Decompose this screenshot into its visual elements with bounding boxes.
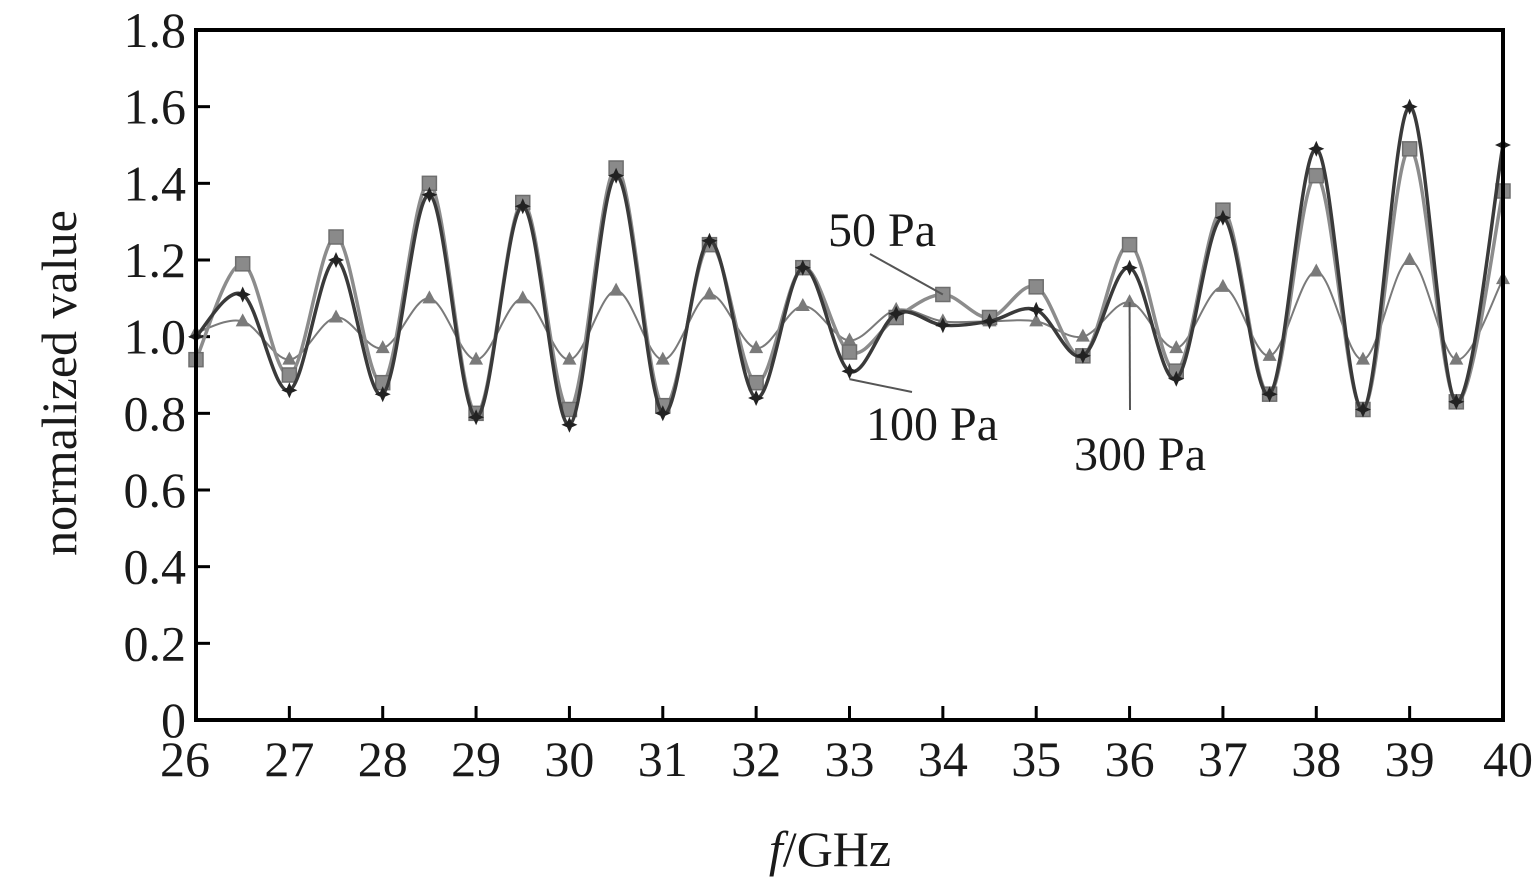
plot-frame bbox=[194, 28, 1505, 722]
data-point-star bbox=[888, 305, 905, 322]
y-tick-label: 0.6 bbox=[124, 462, 187, 518]
data-point-star bbox=[841, 363, 858, 380]
data-point-star bbox=[1448, 393, 1465, 410]
y-tick-label: 0.8 bbox=[124, 385, 187, 441]
y-tick-label: 1.6 bbox=[124, 79, 187, 135]
data-point-star bbox=[701, 232, 718, 249]
data-point-star bbox=[374, 386, 391, 403]
data-point-star bbox=[1168, 370, 1185, 387]
x-tick-label: 36 bbox=[1105, 731, 1155, 787]
annotation-leader-line bbox=[849, 378, 913, 393]
data-point-triangle bbox=[469, 351, 484, 365]
data-point-triangle bbox=[329, 309, 344, 323]
data-point-triangle bbox=[1122, 294, 1137, 308]
y-tick-label: 1.4 bbox=[124, 155, 187, 211]
data-point-triangle bbox=[375, 340, 390, 354]
series-layer bbox=[188, 98, 1511, 433]
data-point-triangle bbox=[515, 290, 530, 304]
x-axis-title: f/GHz bbox=[769, 821, 891, 877]
data-point-star bbox=[328, 252, 344, 268]
data-point-star bbox=[1121, 259, 1138, 276]
data-point-star bbox=[468, 409, 485, 426]
data-point-square bbox=[281, 367, 298, 383]
x-axis-ticks: 26 27 28 29 30 31 32 33 34 35 36 37 38 39 40 bbox=[160, 706, 1533, 787]
x-axis-title-unit: /GHz bbox=[783, 821, 891, 877]
data-point-triangle bbox=[655, 351, 670, 365]
y-tick-label: 0.2 bbox=[124, 615, 187, 671]
data-point-star bbox=[281, 382, 298, 399]
data-point-star bbox=[748, 390, 765, 406]
x-tick-label: 38 bbox=[1291, 731, 1341, 787]
data-point-triangle bbox=[235, 313, 250, 327]
data-point-star bbox=[981, 313, 998, 330]
data-point-square bbox=[748, 374, 764, 391]
x-tick-label: 37 bbox=[1198, 731, 1248, 787]
x-tick-label: 33 bbox=[825, 731, 875, 787]
x-tick-label: 30 bbox=[544, 731, 594, 787]
data-point-star bbox=[1401, 98, 1418, 115]
data-point-star bbox=[608, 167, 625, 184]
y-axis-title: normalized value bbox=[31, 210, 87, 556]
data-point-triangle bbox=[1402, 252, 1417, 265]
data-point-square bbox=[234, 256, 251, 272]
y-tick-label: 1.0 bbox=[124, 309, 187, 365]
data-point-triangle bbox=[562, 351, 577, 365]
y-tick-label: 0.4 bbox=[124, 539, 187, 595]
data-point-star bbox=[1355, 401, 1371, 418]
data-point-star bbox=[234, 286, 251, 303]
data-point-star bbox=[1028, 301, 1045, 318]
data-point-star bbox=[1308, 140, 1325, 157]
data-point-star bbox=[654, 405, 671, 422]
x-tick-label: 34 bbox=[918, 731, 968, 787]
data-point-star bbox=[561, 416, 578, 433]
data-point-triangle bbox=[842, 332, 857, 346]
data-point-triangle bbox=[795, 298, 810, 311]
data-point-triangle bbox=[1309, 263, 1324, 277]
annotation-label: 50 Pa bbox=[828, 204, 936, 257]
data-point-square bbox=[1308, 167, 1325, 184]
data-point-star bbox=[1214, 209, 1231, 226]
data-point-triangle bbox=[749, 340, 764, 354]
data-point-triangle bbox=[702, 286, 717, 300]
x-tick-label: 32 bbox=[731, 731, 781, 787]
data-point-star bbox=[934, 317, 951, 334]
y-tick-label: 1.8 bbox=[124, 2, 187, 58]
annotation-label: 300 Pa bbox=[1074, 428, 1206, 481]
x-tick-label: 27 bbox=[264, 731, 314, 787]
y-tick-label: 0 bbox=[161, 692, 186, 748]
data-point-triangle bbox=[422, 290, 437, 304]
data-point-square bbox=[841, 344, 858, 360]
data-point-square bbox=[1028, 279, 1044, 295]
x-tick-label: 31 bbox=[638, 731, 688, 787]
data-point-star bbox=[514, 198, 531, 215]
data-point-square bbox=[328, 229, 344, 245]
data-point-triangle bbox=[1449, 351, 1464, 365]
x-tick-label: 29 bbox=[451, 731, 501, 787]
data-point-triangle bbox=[1029, 313, 1044, 327]
data-point-triangle bbox=[609, 282, 624, 296]
y-tick-label: 1.2 bbox=[124, 232, 187, 288]
data-point-star bbox=[1261, 386, 1278, 403]
x-tick-label: 35 bbox=[1011, 731, 1061, 787]
data-point-square bbox=[1401, 141, 1418, 157]
data-point-star bbox=[421, 186, 438, 203]
annotation-leader-line bbox=[869, 253, 944, 296]
x-tick-label: 28 bbox=[358, 731, 408, 787]
data-point-triangle bbox=[1215, 278, 1230, 292]
x-tick-label: 39 bbox=[1385, 731, 1435, 787]
data-point-triangle bbox=[1262, 347, 1277, 361]
data-point-triangle bbox=[282, 351, 297, 365]
x-tick-label: 40 bbox=[1483, 731, 1533, 787]
data-point-square bbox=[1121, 236, 1138, 253]
y-axis-ticks: 0 0.2 0.4 0.6 0.8 1.0 1.2 1.4 1.6 1.8 bbox=[124, 2, 210, 748]
data-point-star bbox=[794, 259, 811, 276]
data-point-triangle bbox=[1355, 351, 1370, 365]
data-point-star bbox=[1074, 347, 1091, 364]
annotation-label: 100 Pa bbox=[866, 398, 998, 451]
data-point-triangle bbox=[1169, 340, 1184, 354]
x-tick-label: 26 bbox=[160, 731, 210, 787]
data-point-triangle bbox=[1075, 328, 1090, 342]
annotation-layer: 50 Pa 100 Pa 300 Pa bbox=[828, 204, 1206, 481]
